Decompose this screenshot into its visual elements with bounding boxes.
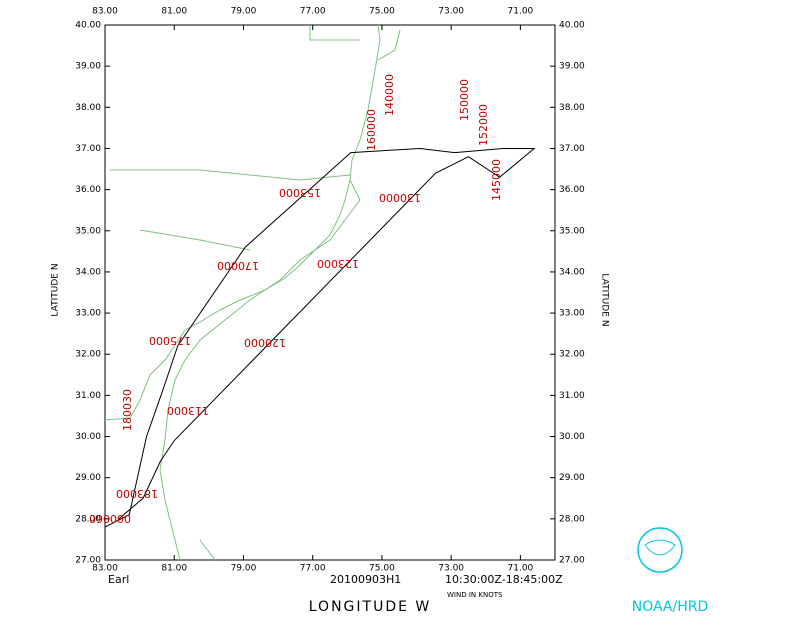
y-axis-label: LATITUDE N: [51, 263, 61, 316]
y-tick-label: 40.00: [75, 21, 101, 31]
flight-id: 20100903H1: [330, 573, 401, 586]
y-tick-label-right: 31.00: [559, 391, 585, 401]
time-label: 170000: [217, 259, 259, 272]
y-tick-label: 32.00: [75, 350, 101, 360]
time-label: 180030: [121, 389, 134, 431]
y-tick-label-right: 37.00: [559, 144, 585, 154]
y-axis-label-right: LATITUDE N: [600, 273, 610, 326]
time-label: 150000: [458, 79, 471, 121]
x-axis-label: LONGITUDE W: [309, 599, 432, 615]
time-label: 160000: [365, 109, 378, 151]
x-tick-label: 73.00: [438, 564, 464, 574]
y-tick-label: 35.00: [75, 226, 101, 236]
y-tick-label-right: 28.00: [559, 514, 585, 524]
y-tick-label: 28.00: [75, 514, 101, 524]
x-tick-label: 81.00: [161, 564, 187, 574]
y-tick-label: 27.00: [75, 556, 101, 566]
y-tick-label: 37.00: [75, 144, 101, 154]
x-tick-label-top: 77.00: [300, 7, 326, 17]
y-tick-label: 38.00: [75, 103, 101, 113]
y-tick-label-right: 30.00: [559, 432, 585, 442]
time-label: 152000: [477, 104, 490, 146]
x-tick-label: 71.00: [508, 564, 534, 574]
x-tick-label: 75.00: [369, 564, 395, 574]
time-label: 130000: [379, 191, 421, 204]
x-tick-label-top: 83.00: [92, 7, 118, 17]
time-label: 175000: [149, 334, 191, 347]
time-label: 153000: [279, 186, 321, 199]
y-tick-label-right: 35.00: [559, 226, 585, 236]
logo-text: NOAA/HRD: [632, 599, 709, 615]
time-label: 145000: [490, 159, 503, 201]
y-tick-label-right: 39.00: [559, 62, 585, 72]
y-tick-label: 30.00: [75, 432, 101, 442]
time-range: 10:30:00Z-18:45:00Z: [445, 573, 563, 586]
y-tick-label-right: 34.00: [559, 267, 585, 277]
y-tick-label: 29.00: [75, 473, 101, 483]
time-label: 090000: [89, 513, 131, 526]
y-tick-label: 36.00: [75, 185, 101, 195]
time-label: 123000: [317, 257, 359, 270]
coastline: [104, 24, 401, 561]
x-tick-label-top: 75.00: [369, 7, 395, 17]
x-tick-label: 77.00: [300, 564, 326, 574]
y-tick-label: 33.00: [75, 309, 101, 319]
x-tick-label-top: 71.00: [508, 7, 534, 17]
time-label: 120000: [244, 336, 286, 349]
y-tick-label-right: 36.00: [559, 185, 585, 195]
y-tick-label-right: 33.00: [559, 309, 585, 319]
x-tick-label: 79.00: [231, 564, 257, 574]
plot-frame: [104, 24, 556, 561]
y-tick-label: 34.00: [75, 267, 101, 277]
x-tick-label-top: 81.00: [161, 7, 187, 17]
y-tick-label-right: 38.00: [559, 103, 585, 113]
y-tick-label-right: 40.00: [559, 21, 585, 31]
y-tick-label-right: 32.00: [559, 350, 585, 360]
time-label: 113000: [167, 404, 209, 417]
x-tick-label: 83.00: [92, 564, 118, 574]
y-tick-label: 31.00: [75, 391, 101, 401]
y-tick-label: 39.00: [75, 62, 101, 72]
storm-name: Earl: [108, 573, 129, 586]
units: WIND IN KNOTS: [447, 591, 503, 599]
y-tick-label-right: 29.00: [559, 473, 585, 483]
noaa-logo: [637, 527, 683, 573]
x-tick-label-top: 73.00: [438, 7, 464, 17]
x-tick-label-top: 79.00: [231, 7, 257, 17]
time-label: 183000: [116, 487, 158, 500]
time-label: 140000: [383, 74, 396, 116]
y-tick-label-right: 27.00: [559, 556, 585, 566]
flight-track: [104, 147, 536, 528]
